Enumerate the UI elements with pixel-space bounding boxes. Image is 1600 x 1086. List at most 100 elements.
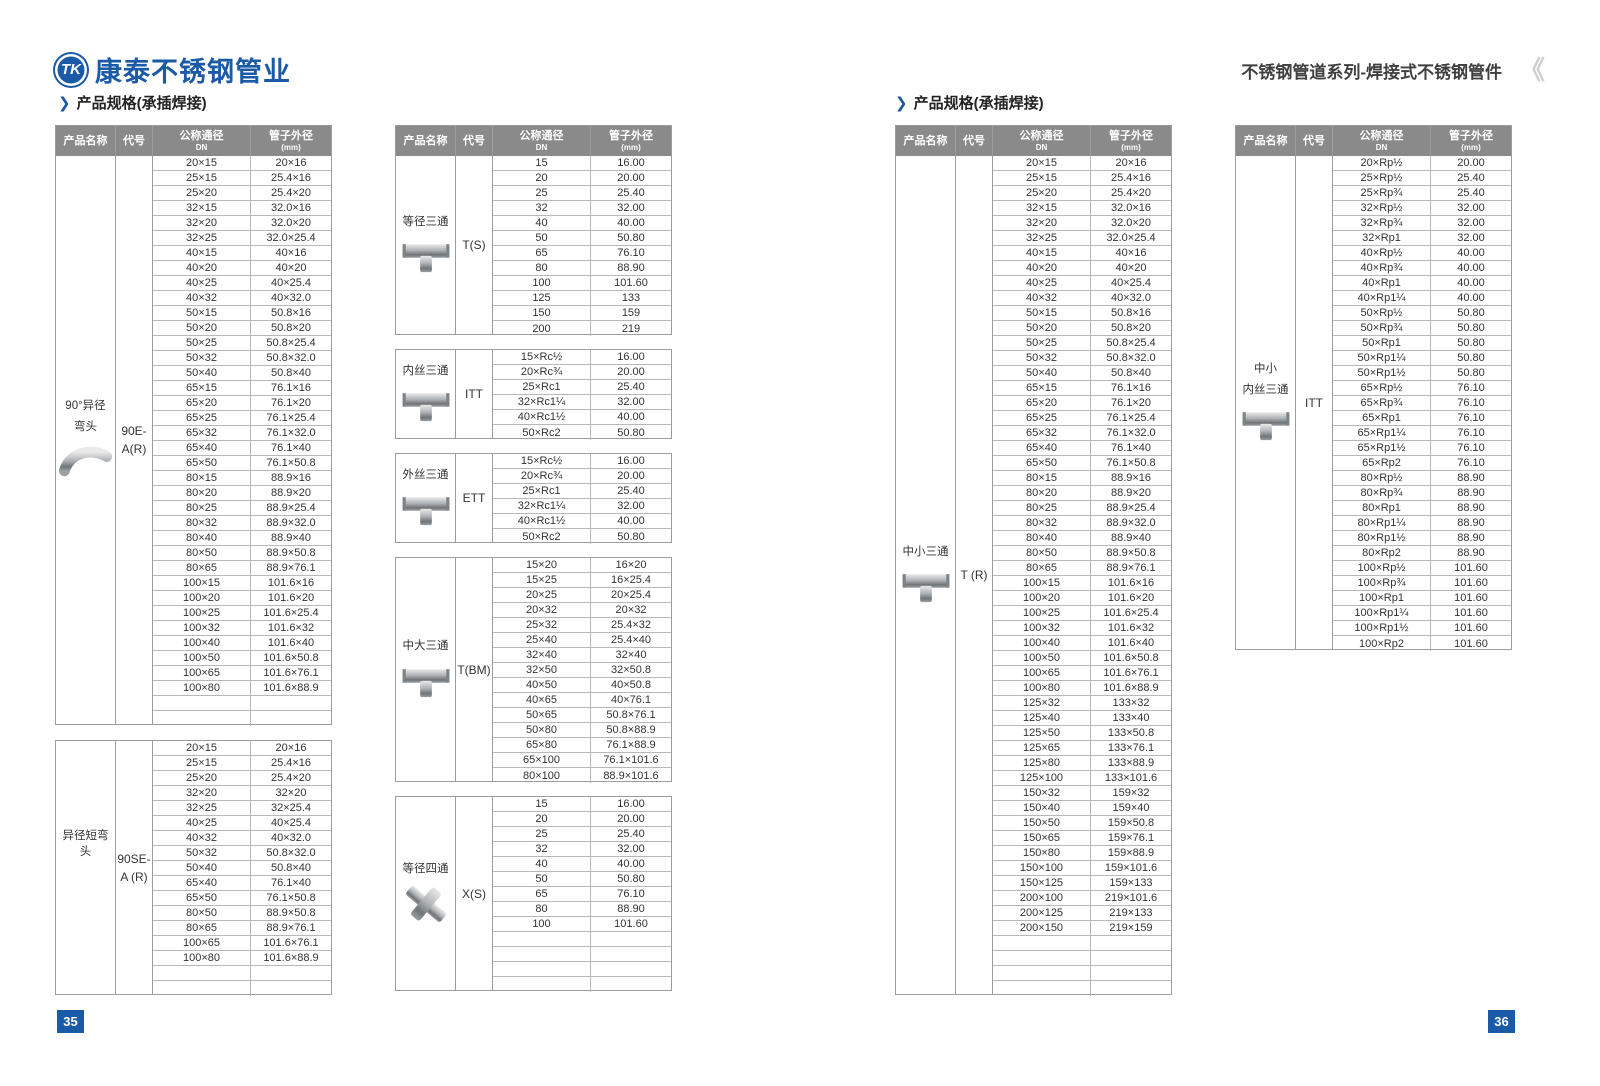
table-row [993, 981, 1171, 996]
table-body: 90°异径 弯头 90E- A(R) 20×15 20×16 25×15 25.4×16 25×… [56, 156, 331, 726]
col-header-code: 代号 [1296, 126, 1333, 156]
dn-cell: 20×15 [153, 741, 251, 755]
table-row: 150×80 159×88.9 [993, 846, 1171, 861]
dn-cell: 65×Rp1 [1333, 411, 1431, 425]
od-cell: 101.6×76.1 [263, 937, 319, 949]
table-row: 80×Rp2 88.90 [1333, 546, 1511, 561]
table-row: 100×Rp2 101.60 [1333, 636, 1511, 651]
dn-cell: 40×20 [153, 261, 251, 275]
dn-cell: 50 [493, 872, 591, 886]
table-row: 50×40 50.8×40 [153, 861, 331, 876]
table-row: 125×40 133×40 [993, 711, 1171, 726]
dn-cell: 32×20 [993, 216, 1091, 230]
dn-cell: 150×80 [993, 846, 1091, 860]
table-row: 25×Rc1 25.40 [493, 380, 671, 395]
dn-cell: 200×100 [993, 891, 1091, 905]
table-row: 50×32 50.8×32.0 [153, 846, 331, 861]
dn-cell: 40×Rp1¼ [1333, 291, 1431, 305]
od-cell: 50.80 [617, 426, 645, 439]
dn-cell: 65×50 [153, 456, 251, 470]
table-row: 100×40 101.6×40 [153, 636, 331, 651]
dn-cell [493, 947, 591, 961]
dn-cell: 25×15 [153, 756, 251, 770]
product-name: 等径三通 [402, 215, 449, 228]
table-row: 40×15 40×16 [993, 246, 1171, 261]
od-cell: 25.4×20 [270, 772, 312, 784]
od-cell: 76.1×50.8 [266, 457, 316, 469]
header-line: DN [195, 142, 208, 152]
header-line: DN [1375, 142, 1388, 152]
table-body: 等径四通 X(S) 15 16.00 20 20.00 25 25.40 32 32.00 40 40… [396, 797, 671, 992]
dn-cell: 100×50 [153, 651, 251, 665]
dn-cell: 80×32 [153, 516, 251, 530]
table-row: 50×65 50.8×76.1 [493, 708, 671, 723]
od-cell: 40×25.4 [1110, 277, 1152, 289]
product-cell: 中小 内丝三通 [1236, 156, 1296, 649]
table-row: 25×Rp½ 25.40 [1333, 171, 1511, 186]
table-row: 100×40 101.6×40 [993, 636, 1171, 651]
table-row [153, 981, 331, 996]
dn-cell: 80×100 [493, 768, 591, 783]
od-cell: 20×32 [615, 604, 647, 616]
table-row: 200×125 219×133 [993, 906, 1171, 921]
table-row: 32×15 32.0×16 [993, 201, 1171, 216]
od-cell: 101.6×32 [1107, 622, 1155, 634]
table-row: 40×Rp½ 40.00 [1333, 246, 1511, 261]
od-cell: 88.90 [1457, 547, 1485, 559]
od-cell: 101.60 [1454, 562, 1488, 574]
table-row: 25×20 25.4×20 [153, 186, 331, 201]
dn-cell [153, 966, 251, 980]
od-cell [591, 962, 671, 976]
dn-cell: 100×Rp½ [1333, 561, 1431, 575]
spec-table-internal-thread-tee: 内丝三通 ITT 15×Rc½ 16.00 20×Rc¾ 20.00 25×Rc1 25.40… [395, 349, 672, 440]
od-cell: 40.00 [617, 858, 645, 870]
dn-cell: 65×50 [153, 891, 251, 905]
od-cell: 76.1×16 [1110, 382, 1152, 394]
table-body: 异径短弯头 90SE- A (R) 20×15 20×16 25×15 25.4×16 25×… [56, 741, 331, 996]
header-line: (mm) [1461, 142, 1481, 152]
table-row: 65×50 76.1×50.8 [153, 456, 331, 471]
od-cell: 133×50.8 [1107, 727, 1155, 739]
table-row: 25×40 25.4×40 [493, 633, 671, 648]
od-cell: 101.60 [1454, 637, 1488, 650]
code-cell: T(BM) [456, 558, 493, 781]
od-cell: 101.6×20 [267, 592, 315, 604]
od-cell: 76.1×40 [270, 442, 312, 454]
dn-cell: 50×40 [153, 861, 251, 875]
pipe-tee-icon [399, 235, 453, 275]
product-code: ETT [462, 491, 486, 505]
od-cell: 25.40 [617, 381, 645, 393]
od-cell: 88.9×40 [270, 532, 312, 544]
od-cell: 88.9×20 [1110, 487, 1152, 499]
od-cell: 88.9×20 [270, 487, 312, 499]
od-cell: 101.60 [1454, 577, 1488, 589]
dn-cell: 65×Rp1¼ [1333, 426, 1431, 440]
dn-cell: 80×25 [153, 501, 251, 515]
table-row: 100×Rp1 101.60 [1333, 591, 1511, 606]
dn-cell: 65×25 [993, 411, 1091, 425]
product-cell: 内丝三通 [396, 350, 456, 438]
od-cell: 88.90 [617, 903, 645, 915]
code-cell: X(S) [456, 797, 493, 990]
od-cell [591, 947, 671, 961]
spec-table-medium-small-tee: 产品名称 代号 公称通径 DN 管子外径 (mm) 中小三通 T (R) 20×15 20×16 2… [895, 125, 1172, 996]
table-header-row: 产品名称 代号 公称通径 DN 管子外径 (mm) [896, 126, 1171, 156]
dn-cell: 32×25 [993, 231, 1091, 245]
product-cell: 等径三通 [396, 156, 456, 334]
header-line: (mm) [281, 142, 301, 152]
dn-cell: 65×25 [153, 411, 251, 425]
section-header-left: ❯ 产品规格(承插焊接) [58, 92, 207, 113]
table-row: 100×Rp1¼ 101.60 [1333, 606, 1511, 621]
col-header-od: 管子外径 (mm) [251, 126, 331, 156]
table-row: 20×15 20×16 [153, 156, 331, 171]
product-cell: 中大三通 [396, 558, 456, 781]
table-row: 125×65 133×76.1 [993, 741, 1171, 756]
col-header-dn: 公称通径 DN [993, 126, 1091, 156]
od-cell: 40×25.4 [270, 817, 312, 829]
dn-cell: 32 [493, 201, 591, 215]
dn-cell: 125×50 [993, 726, 1091, 740]
product-code: 90E- [121, 424, 147, 438]
col-header-code: 代号 [956, 126, 993, 156]
table-row: 65×32 76.1×32.0 [153, 426, 331, 441]
dn-cell: 50×32 [153, 351, 251, 365]
